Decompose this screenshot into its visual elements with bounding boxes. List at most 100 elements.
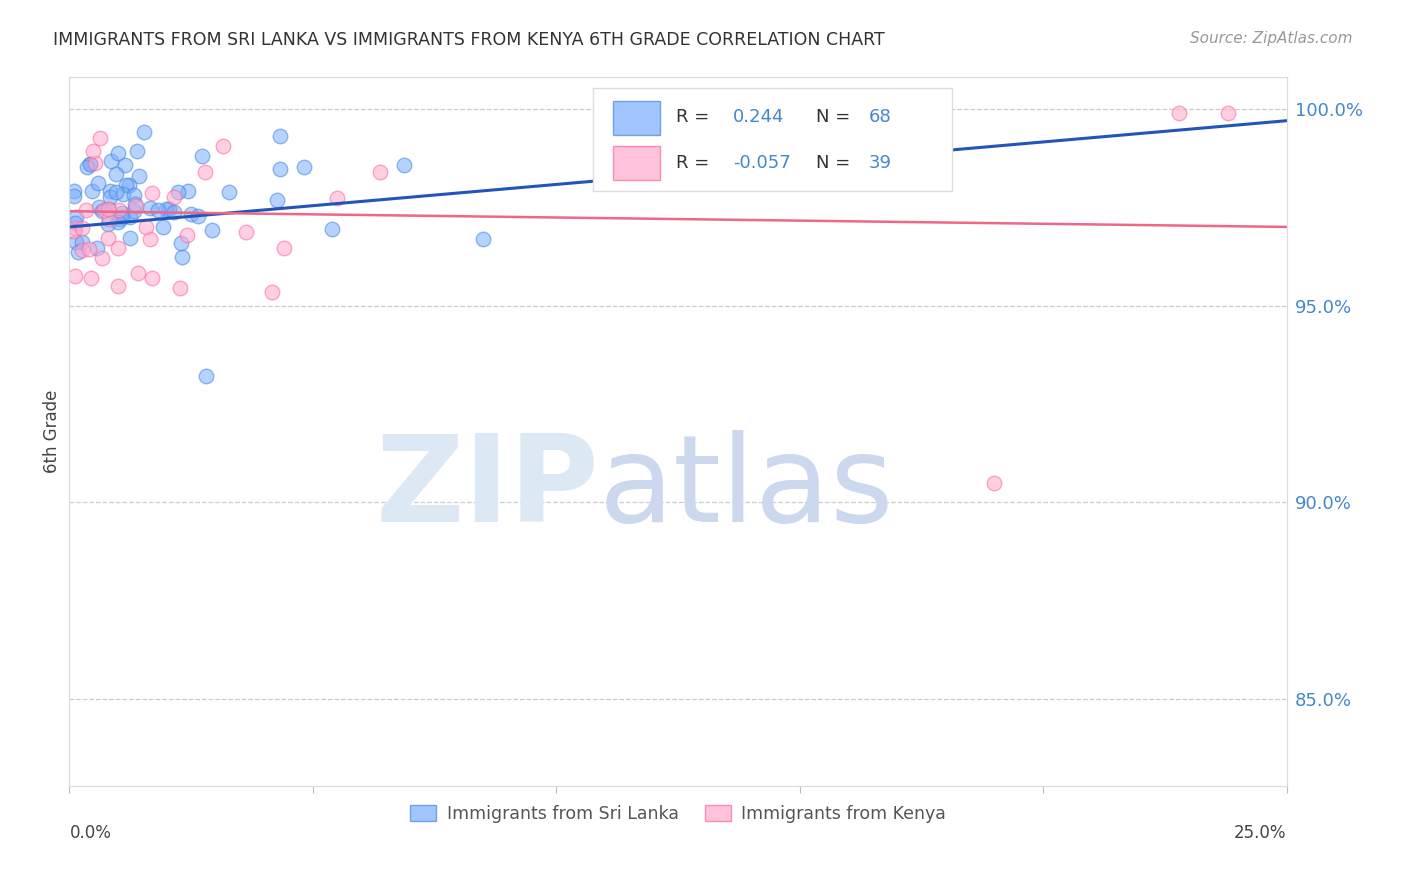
Point (82, 144, 104, 158)
Point (187, 209, 209, 223)
Point (66, 245, 89, 260)
Point (105, 186, 128, 200)
Point (86, 241, 108, 255)
Text: N =: N = (815, 108, 855, 126)
Text: Source: ZipAtlas.com: Source: ZipAtlas.com (1189, 31, 1353, 46)
Point (155, 202, 177, 216)
Text: R =: R = (675, 153, 714, 172)
Point (135, 219, 157, 234)
Point (1168, 106, 1191, 120)
Point (83, 156, 105, 170)
Text: -0.057: -0.057 (733, 153, 790, 172)
Bar (613, 101, 659, 135)
Point (63, 184, 86, 198)
Point (124, 197, 146, 211)
Text: N =: N = (815, 153, 855, 172)
Point (76, 161, 98, 175)
Text: 68: 68 (869, 108, 891, 126)
Point (97, 231, 120, 245)
Point (65, 210, 87, 224)
Text: IMMIGRANTS FROM SRI LANKA VS IMMIGRANTS FROM KENYA 6TH GRADE CORRELATION CHART: IMMIGRANTS FROM SRI LANKA VS IMMIGRANTS … (53, 31, 886, 49)
Legend: Immigrants from Sri Lanka, Immigrants from Kenya: Immigrants from Sri Lanka, Immigrants fr… (404, 797, 953, 830)
Point (120, 231, 142, 245)
Point (98, 202, 121, 216)
Point (180, 207, 202, 221)
Point (107, 278, 129, 293)
Point (194, 165, 217, 179)
Point (163, 190, 186, 204)
Point (63, 189, 86, 203)
Point (63, 221, 86, 235)
Point (170, 235, 193, 250)
Point (269, 161, 291, 176)
Text: 0.244: 0.244 (733, 108, 785, 126)
Point (132, 125, 155, 139)
Point (124, 203, 146, 218)
Point (111, 206, 134, 220)
Text: 25.0%: 25.0% (1234, 824, 1286, 842)
Point (176, 228, 198, 243)
Point (321, 222, 343, 236)
Point (96, 202, 118, 216)
Point (166, 185, 188, 199)
Point (91, 251, 114, 265)
Point (114, 158, 136, 172)
Point (169, 281, 191, 295)
Point (100, 154, 122, 169)
Point (98, 184, 121, 198)
Point (65, 235, 87, 249)
Point (392, 158, 415, 172)
Point (98, 190, 121, 204)
Text: R =: R = (675, 108, 714, 126)
Point (63, 224, 86, 238)
Point (326, 191, 349, 205)
Point (758, 143, 780, 157)
Point (235, 225, 257, 239)
Point (157, 202, 180, 216)
Point (139, 232, 162, 246)
Y-axis label: 6th Grade: 6th Grade (44, 390, 60, 473)
Point (65, 216, 87, 230)
Point (112, 187, 135, 202)
Point (79, 156, 101, 170)
Point (91, 204, 114, 219)
Point (201, 222, 224, 236)
Point (472, 232, 495, 246)
Point (125, 199, 148, 213)
Point (124, 188, 146, 202)
Point (108, 211, 131, 226)
Point (128, 169, 150, 183)
Point (218, 185, 240, 199)
Point (266, 193, 288, 207)
Point (89, 200, 111, 214)
Point (79, 157, 101, 171)
Point (368, 165, 391, 179)
Point (70, 235, 93, 249)
Point (77, 243, 100, 257)
Point (93, 202, 115, 217)
Point (983, 475, 1005, 490)
Point (82, 184, 104, 198)
Point (115, 178, 138, 192)
Bar (613, 145, 659, 179)
Point (163, 205, 186, 219)
Point (292, 161, 315, 175)
Point (97, 217, 120, 231)
FancyBboxPatch shape (593, 88, 952, 191)
Point (107, 146, 129, 161)
Text: 0.0%: 0.0% (69, 824, 111, 842)
Point (1216, 106, 1239, 120)
Point (139, 202, 162, 216)
Point (89, 131, 111, 145)
Point (87, 176, 110, 190)
Point (177, 184, 200, 198)
Point (141, 186, 163, 200)
Point (107, 215, 129, 229)
Point (111, 211, 134, 225)
Point (194, 369, 217, 384)
Point (127, 144, 149, 158)
Point (211, 139, 233, 153)
Point (65, 268, 87, 283)
Text: atlas: atlas (599, 430, 894, 547)
Point (152, 220, 174, 235)
